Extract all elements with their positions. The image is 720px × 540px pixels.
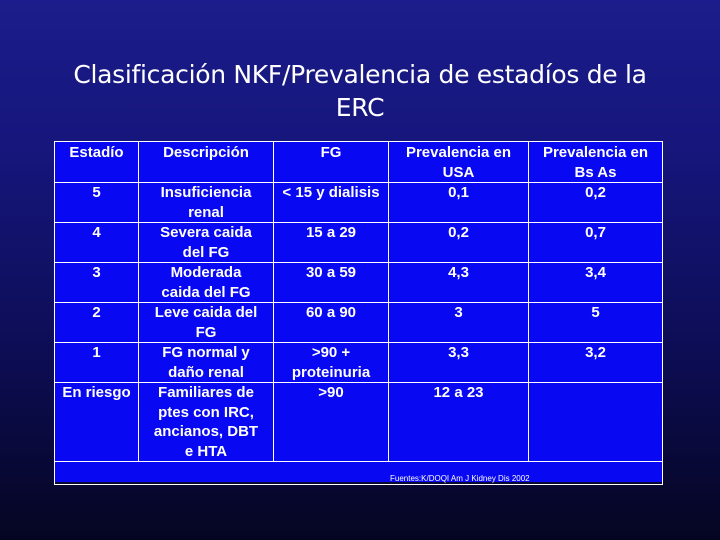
- header-prevalencia-bsas-line-2: Bs As: [574, 163, 617, 181]
- cell-fg-line: >90: [318, 384, 344, 401]
- table-row: 3 Moderada caida del FG 30 a 59 4,3 3,4: [54, 262, 663, 303]
- header-prevalencia-bsas: Prevalencia en Bs As: [528, 141, 663, 183]
- cell-descripcion-line: Leve caida del: [154, 304, 258, 321]
- header-descripcion: Descripción: [138, 141, 274, 183]
- cell-prevalencia-usa: 12 a 23: [388, 382, 529, 462]
- cell-descripcion: Leve caida del FG: [138, 302, 274, 343]
- cell-fg-line: proteinuria: [291, 363, 371, 381]
- table-row: 5 Insuficiencia renal < 15 y dialisis 0,…: [54, 182, 663, 223]
- header-prevalencia-usa-line-1: Prevalencia en: [405, 144, 512, 161]
- cell-estadio: 1: [54, 342, 139, 383]
- cell-fg: >90: [273, 382, 389, 462]
- header-prevalencia-usa: Prevalencia en USA: [388, 141, 529, 183]
- cell-descripcion: FG normal y daño renal: [138, 342, 274, 383]
- cell-descripcion: Severa caida del FG: [138, 222, 274, 263]
- cell-fg-line: < 15 y dialisis: [282, 184, 380, 201]
- header-descripcion-label: Descripción: [163, 144, 249, 161]
- table-row: 2 Leve caida del FG 60 a 90 3 5: [54, 302, 663, 343]
- header-fg-label: FG: [320, 144, 342, 161]
- cell-estadio: 3: [54, 262, 139, 303]
- header-fg: FG: [273, 141, 389, 183]
- cell-prevalencia-usa: 0,2: [388, 222, 529, 263]
- cell-estadio: 2: [54, 302, 139, 343]
- cell-prevalencia-usa: 0,1: [388, 182, 529, 223]
- cell-fg-line: >90 +: [311, 344, 351, 361]
- cell-fg: >90 + proteinuria: [273, 342, 389, 383]
- cell-descripcion-line: Insuficiencia: [160, 184, 252, 201]
- cell-descripcion-line: caida del FG: [161, 283, 251, 301]
- cell-fg-line: 15 a 29: [305, 224, 357, 241]
- cell-descripcion-line: Moderada: [170, 264, 242, 281]
- slide-title: Clasificación NKF/Prevalencia de estadío…: [40, 58, 680, 124]
- cell-fg: 60 a 90: [273, 302, 389, 343]
- cell-prevalencia-bsas: 3,4: [528, 262, 663, 303]
- cell-estadio: En riesgo: [54, 382, 139, 462]
- classification-table: Estadío Descripción FG Prevalencia en US…: [54, 141, 663, 485]
- cell-descripcion-line: FG: [195, 323, 217, 341]
- cell-prevalencia-usa: 4,3: [388, 262, 529, 303]
- cell-fg-line: 30 a 59: [305, 264, 357, 281]
- cell-descripcion-line: ptes con IRC,: [158, 403, 254, 421]
- cell-prevalencia-bsas: [528, 382, 663, 462]
- header-prevalencia-bsas-line-1: Prevalencia en: [542, 144, 649, 161]
- table-row: 1 FG normal y daño renal >90 + proteinur…: [54, 342, 663, 383]
- header-estadio: Estadío: [54, 141, 139, 183]
- classification-table-container: Estadío Descripción FG Prevalencia en US…: [54, 141, 663, 485]
- cell-descripcion-line: Severa caida: [160, 224, 252, 241]
- cell-descripcion: Moderada caida del FG: [138, 262, 274, 303]
- cell-fg: 30 a 59: [273, 262, 389, 303]
- cell-descripcion-line: del FG: [182, 243, 230, 261]
- cell-estadio: 5: [54, 182, 139, 223]
- table-row: En riesgo Familiares de ptes con IRC, an…: [54, 382, 663, 462]
- cell-fg: 15 a 29: [273, 222, 389, 263]
- cell-fg: < 15 y dialisis: [273, 182, 389, 223]
- cell-descripcion: Insuficiencia renal: [138, 182, 274, 223]
- cell-estadio: 4: [54, 222, 139, 263]
- slide-title-line-2: ERC: [335, 93, 385, 122]
- cell-prevalencia-usa: 3,3: [388, 342, 529, 383]
- source-row: Fuentes:K/DOQI Am J Kidney Dis 2002: [54, 461, 663, 485]
- cell-descripcion-line: ancianos, DBT: [153, 423, 259, 440]
- cell-descripcion-line: e HTA: [184, 442, 228, 460]
- table-header-row: Estadío Descripción FG Prevalencia en US…: [54, 141, 663, 183]
- cell-descripcion-line: renal: [188, 203, 224, 221]
- header-prevalencia-usa-line-2: USA: [442, 163, 475, 181]
- cell-prevalencia-bsas: 3,2: [528, 342, 663, 383]
- cell-prevalencia-bsas: 0,2: [528, 182, 663, 223]
- cell-prevalencia-bsas: 5: [528, 302, 663, 343]
- cell-descripcion: Familiares de ptes con IRC, ancianos, DB…: [138, 382, 274, 462]
- slide-title-line-1: Clasificación NKF/Prevalencia de estadío…: [73, 60, 647, 89]
- cell-prevalencia-bsas: 0,7: [528, 222, 663, 263]
- table-row: 4 Severa caida del FG 15 a 29 0,2 0,7: [54, 222, 663, 263]
- header-estadio-label: Estadío: [69, 144, 124, 161]
- cell-descripcion-line: Familiares de: [158, 384, 254, 401]
- source-citation: Fuentes:K/DOQI Am J Kidney Dis 2002: [54, 461, 663, 485]
- cell-descripcion-line: FG normal y: [162, 344, 250, 361]
- cell-descripcion-line: daño renal: [168, 363, 244, 381]
- cell-fg-line: 60 a 90: [305, 304, 357, 321]
- cell-prevalencia-usa: 3: [388, 302, 529, 343]
